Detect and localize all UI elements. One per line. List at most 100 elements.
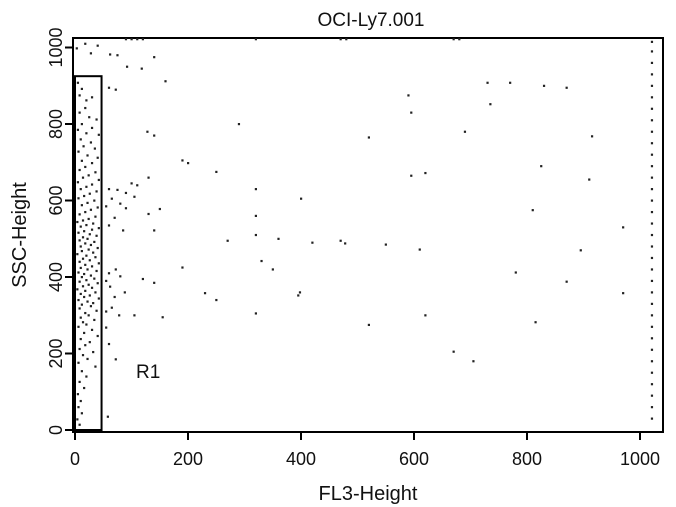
data-point (90, 328, 94, 331)
y-tick-label: 800 (46, 109, 66, 139)
data-point (83, 295, 86, 299)
data-point (76, 128, 80, 131)
data-point (87, 174, 90, 177)
data-point (97, 133, 100, 136)
data-point (271, 268, 274, 271)
data-point (87, 314, 90, 317)
data-point (97, 178, 100, 182)
data-point (650, 291, 654, 294)
data-point (87, 217, 90, 221)
data-point (410, 111, 413, 114)
data-point (94, 291, 97, 294)
data-point (203, 292, 207, 295)
data-point (237, 123, 241, 126)
data-point (88, 341, 91, 344)
data-point (105, 326, 108, 329)
data-point (418, 248, 421, 251)
data-point (92, 350, 95, 354)
data-point (107, 272, 111, 275)
data-point (650, 417, 654, 420)
data-point (118, 314, 121, 317)
data-point (84, 165, 87, 169)
data-point (277, 237, 280, 240)
data-point (590, 135, 594, 138)
y-tick-label: 0 (46, 425, 66, 435)
data-point (80, 204, 83, 207)
data-point (339, 239, 342, 242)
data-point (84, 344, 87, 347)
plot-frame (72, 37, 664, 433)
data-point (90, 126, 94, 130)
data-point (93, 277, 96, 280)
data-point (123, 291, 126, 294)
data-point (90, 286, 94, 289)
data-point (650, 119, 654, 122)
data-point (297, 294, 300, 297)
data-point (86, 357, 89, 361)
data-point (105, 310, 108, 313)
data-point (76, 253, 79, 256)
data-point (300, 197, 303, 200)
data-point (622, 226, 625, 229)
data-point (114, 358, 117, 361)
data-point (565, 280, 568, 283)
data-point (83, 386, 86, 390)
data-point (83, 272, 86, 276)
data-point (650, 233, 654, 237)
y-axis-ticks: 0 200 400 600 800 1000 (46, 27, 73, 435)
data-point (87, 248, 90, 251)
data-point (119, 202, 122, 205)
data-point (78, 280, 81, 283)
data-point (95, 234, 98, 237)
data-point (311, 241, 314, 244)
data-point (78, 239, 81, 242)
y-tick-label: 400 (46, 262, 66, 292)
data-point (84, 311, 87, 315)
data-point (650, 188, 654, 191)
data-point (141, 277, 144, 281)
data-point (116, 188, 119, 191)
data-point (344, 242, 347, 245)
data-point (105, 279, 108, 283)
data-point (114, 88, 117, 91)
data-point (153, 56, 156, 59)
data-point (133, 195, 136, 198)
gate-r1-label: R1 (136, 362, 160, 383)
data-point (110, 306, 113, 309)
data-point (452, 38, 455, 41)
data-point (540, 165, 543, 168)
data-point (77, 197, 80, 200)
data-point (78, 213, 81, 216)
data-point (410, 174, 413, 177)
data-points (75, 38, 654, 426)
data-point (650, 406, 654, 409)
data-point (80, 123, 83, 126)
data-point (92, 251, 95, 254)
x-tick-label: 0 (70, 449, 80, 469)
data-point (260, 259, 263, 263)
data-point (650, 84, 654, 87)
data-point (650, 176, 654, 179)
data-point (77, 271, 80, 274)
data-point (254, 214, 257, 217)
x-axis-label: FL3-Height (319, 483, 418, 505)
data-point (88, 259, 91, 262)
data-point (79, 188, 82, 191)
data-point (76, 220, 79, 224)
data-point (146, 130, 149, 133)
data-point (78, 168, 81, 172)
data-point (650, 268, 654, 271)
gate-r1-region[interactable] (74, 75, 103, 431)
y-tick-label: 200 (46, 338, 66, 368)
data-point (85, 185, 88, 188)
data-point (90, 265, 94, 268)
data-point (650, 314, 654, 317)
data-point (107, 86, 111, 89)
data-point (136, 38, 139, 41)
data-point (124, 38, 128, 41)
data-point (92, 302, 95, 305)
data-point (113, 295, 116, 299)
data-point (76, 418, 79, 421)
